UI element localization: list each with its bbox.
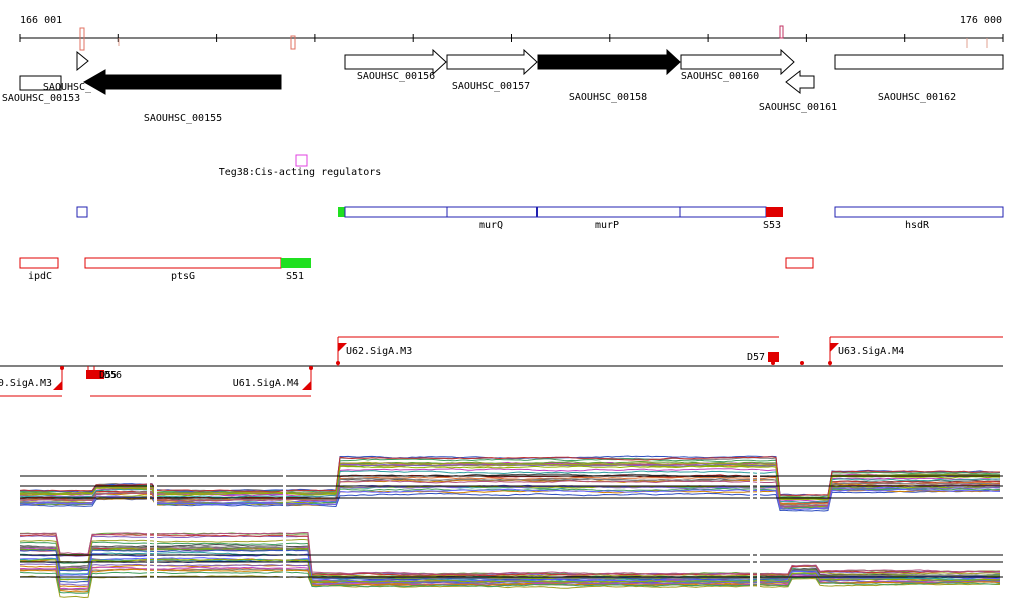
ruler-marker (79, 27, 85, 51)
promoter-reverse[interactable]: 0.SigA.M3 (0, 366, 64, 397)
expression-gap (283, 470, 286, 590)
gene-saouhsc-00156[interactable]: SAOUHSC_00156 (344, 48, 447, 82)
promoter-label: U62.SigA.M3 (346, 346, 412, 357)
expression-line (19, 470, 1001, 503)
terminator-dot (800, 361, 804, 365)
gene-saouhsc-00160[interactable]: SAOUHSC_00160 (680, 48, 795, 82)
expression-line (19, 534, 1001, 577)
gene-label: SAOUHSC_00162 (878, 92, 956, 103)
promoter-label: U63.SigA.M4 (838, 346, 904, 357)
promoter-forward[interactable]: U63.SigA.M4 (828, 336, 1003, 366)
expression-line (20, 476, 1001, 505)
promoter-track: U62.SigA.M3 U63.SigA.M4 D57 0.SigA.M3 (0, 336, 1003, 397)
gene-label: SAOUHSC_00153 (2, 93, 80, 104)
gene-saouhsc-00158[interactable]: SAOUHSC_00158 (537, 48, 681, 103)
gene-saouhsc-00157[interactable]: SAOUHSC_00157 (446, 48, 538, 92)
operon-label: murQ (479, 220, 503, 231)
expression-gap (154, 470, 157, 590)
terminator-cluster[interactable]: D55 D56 (86, 366, 122, 381)
operon-segment[interactable] (834, 206, 1004, 218)
terminator-label: D56 (104, 370, 122, 381)
gene-label: SAOUHSC_00156 (357, 71, 435, 82)
expression-line (19, 558, 1001, 583)
terminator-label: D55 (99, 370, 117, 381)
gene-saouhsc-00154[interactable]: SAOUHSC_ (43, 50, 92, 93)
operon-green-segment (338, 207, 345, 217)
gene-label: SAOUHSC_00157 (452, 81, 530, 92)
expression-track-forward (19, 455, 1003, 512)
gene-label: SAOUHSC_ (43, 82, 92, 93)
expression-line (19, 539, 1001, 578)
operon-track: murQ murP S53 hsdR (76, 206, 1004, 231)
expression-gaps (147, 470, 760, 590)
regulator-box (295, 154, 308, 167)
operon-red-segment (766, 207, 783, 217)
terminator-label: D57 (747, 352, 765, 363)
transcript-segment[interactable] (785, 257, 814, 269)
operon-segment[interactable] (344, 206, 767, 218)
expression-line (19, 488, 1001, 511)
expression-line (20, 532, 1001, 576)
regulator-label: Teg38:Cis-acting regulators (219, 167, 382, 178)
coordinate-ruler: 166 001 176 000 (19, 15, 1004, 51)
expression-line (19, 465, 1001, 501)
operon-label: murP (595, 220, 619, 231)
gene-saouhsc-00162[interactable]: SAOUHSC_00162 (834, 54, 1004, 103)
expression-line (19, 545, 1001, 580)
ruler-marker (290, 35, 296, 50)
operon-label: S53 (763, 220, 781, 231)
promoter-forward[interactable]: U62.SigA.M3 (336, 336, 779, 366)
expression-line (19, 456, 1000, 497)
transcript-label: ipdC (28, 271, 52, 282)
expression-line (19, 489, 1001, 512)
expression-line (19, 477, 1001, 506)
operon-label: hsdR (905, 220, 930, 231)
expression-gap (750, 470, 753, 590)
expression-line (19, 531, 1001, 576)
gene-label: SAOUHSC_00158 (569, 92, 647, 103)
expression-line (19, 575, 1000, 599)
expression-track-reverse (19, 531, 1003, 599)
transcript-track: ipdC ptsG S51 (19, 257, 814, 282)
expression-line (19, 563, 1000, 586)
ruler-end-label: 176 000 (960, 15, 1002, 26)
gene-label: SAOUHSC_00161 (759, 102, 837, 113)
operon-small-box[interactable] (76, 206, 88, 218)
transcript-green-segment (281, 258, 311, 268)
expression-line (19, 485, 1001, 509)
gene-label: SAOUHSC_00160 (681, 71, 759, 82)
regulator-feature[interactable]: Teg38:Cis-acting regulators (219, 154, 382, 178)
expression-line (19, 571, 1001, 594)
promoter-label: U61.SigA.M4 (233, 378, 299, 389)
ruler-ticks (19, 34, 1004, 42)
terminator[interactable]: D57 (747, 352, 779, 365)
expression-gap (147, 470, 150, 590)
expression-gap (757, 470, 760, 590)
transcript-label: S51 (286, 271, 304, 282)
gene-saouhsc-00153[interactable]: SAOUHSC_00153 (2, 75, 80, 104)
transcript-segment[interactable] (19, 257, 59, 269)
promoter-reverse[interactable]: U61.SigA.M4 (90, 366, 313, 397)
transcript-label: ptsG (171, 271, 195, 282)
ruler-start-label: 166 001 (20, 15, 62, 26)
ruler-marker (779, 25, 784, 39)
gene-track: SAOUHSC_00153 SAOUHSC_ SAOUHSC_00155 SAO… (2, 48, 1004, 124)
transcript-segment[interactable] (84, 257, 282, 269)
gene-saouhsc-00155[interactable]: SAOUHSC_00155 (82, 69, 282, 124)
promoter-label: 0.SigA.M3 (0, 378, 52, 389)
gene-saouhsc-00161[interactable]: SAOUHSC_00161 (759, 69, 837, 113)
gene-label: SAOUHSC_00155 (144, 113, 222, 124)
